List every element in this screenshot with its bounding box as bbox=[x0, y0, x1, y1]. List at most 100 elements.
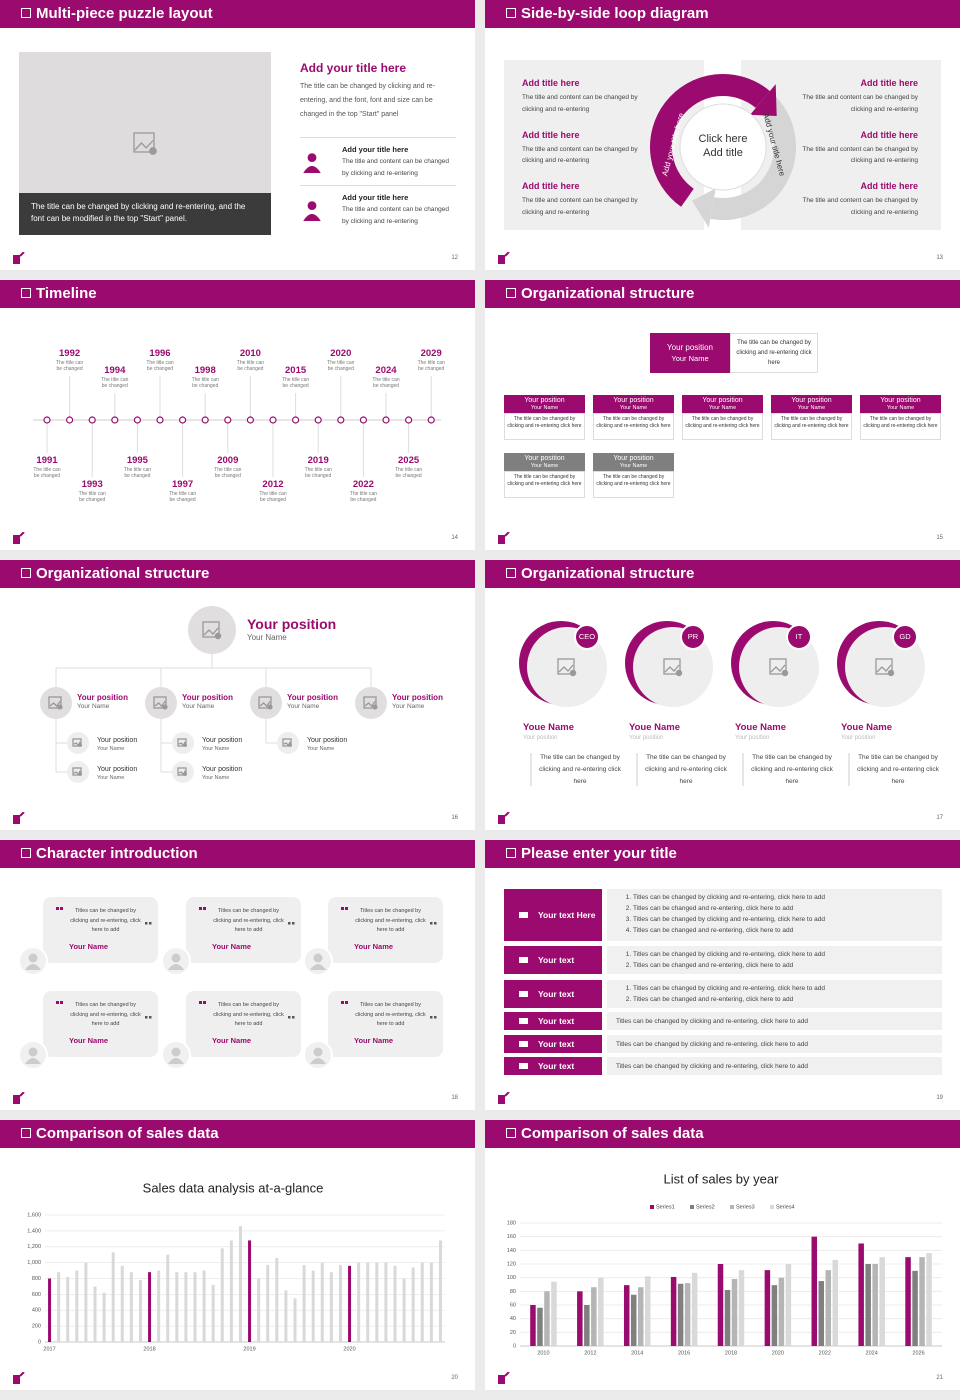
timeline-dot bbox=[246, 416, 254, 424]
level2-circle bbox=[145, 687, 177, 719]
y-tick-label: 160 bbox=[507, 1234, 516, 1240]
checkbox-icon bbox=[21, 8, 31, 18]
bar bbox=[764, 1270, 771, 1346]
row-item: Titles can be changed and re-entering, c… bbox=[633, 994, 942, 1005]
row-icon-shape bbox=[519, 991, 528, 997]
bar bbox=[120, 1265, 124, 1342]
checkbox-icon bbox=[21, 568, 31, 578]
logo-slash bbox=[504, 252, 510, 257]
icon-frame bbox=[769, 658, 787, 675]
item-text: The title and content can be changed by … bbox=[802, 197, 918, 216]
row-icon-shape bbox=[519, 1041, 528, 1047]
bar bbox=[637, 1287, 644, 1346]
chart-title: Sales data analysis at-a-glance bbox=[143, 1180, 324, 1195]
event-year: 1995 bbox=[126, 455, 148, 466]
bar bbox=[138, 1280, 142, 1342]
x-tick-label: 2010 bbox=[537, 1350, 549, 1356]
event-year: 2025 bbox=[398, 455, 420, 466]
logo-slash bbox=[504, 532, 510, 537]
avatar-body bbox=[168, 964, 184, 970]
person-body bbox=[303, 165, 321, 173]
image-icon bbox=[663, 658, 683, 677]
icon-frame bbox=[363, 696, 377, 709]
bar bbox=[630, 1294, 637, 1346]
card-name: Youe Name bbox=[629, 722, 681, 733]
y-tick-label: 120 bbox=[507, 1261, 516, 1267]
icon-frame bbox=[258, 696, 272, 709]
level2-name: Your Name bbox=[182, 703, 215, 710]
row-content: Titles can be changed by clicking and re… bbox=[607, 1035, 942, 1053]
bar bbox=[248, 1240, 252, 1342]
logo bbox=[13, 1372, 25, 1384]
icon-plus bbox=[288, 743, 292, 747]
logo-box bbox=[13, 815, 20, 824]
logo bbox=[498, 252, 510, 264]
y-tick-label: 180 bbox=[507, 1220, 516, 1226]
quote-open bbox=[56, 1001, 59, 1004]
event-year: 1991 bbox=[36, 455, 58, 466]
bar bbox=[670, 1276, 677, 1346]
bar bbox=[175, 1272, 179, 1342]
box-name: Your Name bbox=[530, 463, 559, 469]
event-year: 1992 bbox=[59, 348, 81, 359]
box-header bbox=[682, 395, 763, 413]
row-text: Titles can be changed by clicking and re… bbox=[616, 1018, 808, 1025]
legend-swatch bbox=[650, 1205, 654, 1209]
row-label-box bbox=[504, 1035, 602, 1053]
box-position: Your position bbox=[613, 397, 654, 404]
logo-box bbox=[498, 1095, 505, 1104]
y-tick-label: 40 bbox=[510, 1316, 516, 1322]
quote-open bbox=[60, 907, 63, 910]
x-tick-label: 2020 bbox=[772, 1350, 784, 1356]
badge-text: CEO bbox=[579, 632, 595, 641]
row-content: Titles can be changed by clicking and re… bbox=[607, 1057, 942, 1075]
row-icon bbox=[519, 957, 528, 963]
logo-slash bbox=[19, 252, 25, 257]
row-item: Titles can be changed and re-entering, c… bbox=[633, 903, 942, 914]
level3-name: Your Name bbox=[202, 746, 230, 752]
level3-name: Your Name bbox=[202, 775, 230, 781]
logo-box bbox=[13, 1095, 20, 1104]
icon-mountain bbox=[664, 664, 680, 673]
arrow-head bbox=[692, 188, 716, 228]
logo-slash bbox=[19, 812, 25, 817]
row-text: Titles can be changed by clicking and re… bbox=[616, 1063, 808, 1070]
row-item: Titles can be changed and re-entering, c… bbox=[633, 925, 942, 936]
quote-close bbox=[292, 1016, 295, 1019]
icon-mountain bbox=[770, 664, 786, 673]
row-label: Your text bbox=[538, 1039, 575, 1049]
bar bbox=[644, 1276, 651, 1346]
timeline-dot bbox=[382, 416, 390, 424]
box-name: Your Name bbox=[530, 405, 559, 411]
bar bbox=[275, 1257, 279, 1342]
event-year: 1996 bbox=[149, 348, 171, 359]
row-icon bbox=[519, 1063, 528, 1069]
icon-plus bbox=[149, 147, 157, 155]
item-title: Add title here bbox=[522, 78, 580, 88]
event-text: The title can be changed bbox=[349, 491, 378, 503]
bar bbox=[402, 1278, 406, 1342]
logo-box bbox=[498, 255, 505, 264]
image-icon bbox=[48, 696, 63, 710]
bar bbox=[420, 1262, 424, 1342]
quote-marks bbox=[56, 907, 152, 925]
bar bbox=[530, 1305, 536, 1346]
x-tick-label: 2024 bbox=[866, 1350, 878, 1356]
x-tick-label: 2016 bbox=[678, 1350, 690, 1356]
bar bbox=[157, 1270, 161, 1342]
bar bbox=[551, 1281, 557, 1346]
quote-close bbox=[145, 922, 148, 925]
center-text: Click here bbox=[698, 133, 748, 145]
x-tick-label: 2019 bbox=[243, 1346, 255, 1352]
quote-text: Titles can be changed by clicking and re… bbox=[70, 908, 141, 933]
legend-swatch bbox=[690, 1205, 694, 1209]
person-head bbox=[307, 201, 317, 210]
bar bbox=[193, 1272, 197, 1342]
logo bbox=[498, 532, 510, 544]
bar bbox=[691, 1272, 698, 1346]
item-title: Add title here bbox=[860, 181, 918, 191]
row-content: Titles can be changed by clicking and re… bbox=[607, 946, 942, 974]
card-position: Your position bbox=[629, 735, 664, 741]
level2-name: Your Name bbox=[392, 703, 425, 710]
bar bbox=[724, 1289, 731, 1346]
